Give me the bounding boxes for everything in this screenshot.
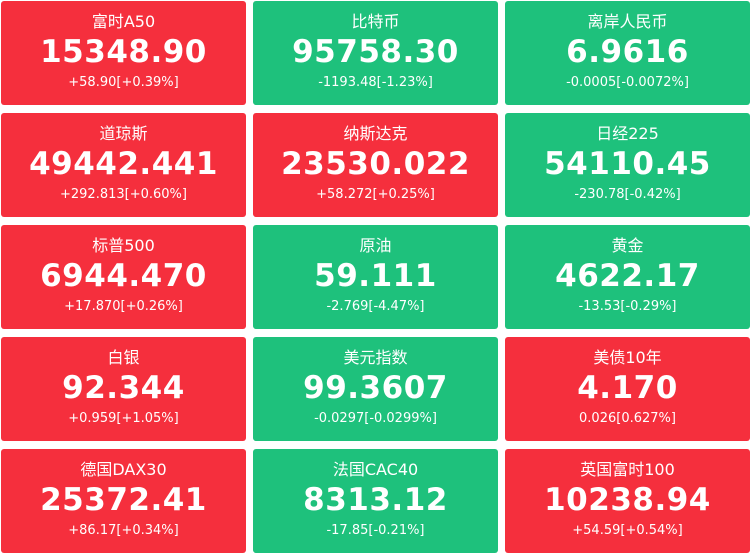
- quote-change: -0.0005[-0.0072%]: [566, 75, 689, 90]
- quote-change: 0.026[0.627%]: [579, 411, 676, 426]
- quote-name: 英国富时100: [580, 460, 675, 479]
- quote-price: 49442.441: [29, 146, 218, 182]
- quote-change: -2.769[-4.47%]: [326, 299, 425, 314]
- quote-tile[interactable]: 美债10年 4.170 0.026[0.627%]: [505, 337, 750, 441]
- quote-name: 美债10年: [593, 348, 662, 367]
- quote-tile[interactable]: 原油 59.111 -2.769[-4.47%]: [253, 225, 498, 329]
- quote-name: 纳斯达克: [343, 124, 408, 143]
- quote-price: 25372.41: [40, 482, 207, 518]
- quote-price: 6.9616: [566, 34, 689, 70]
- quote-name: 法国CAC40: [332, 460, 419, 479]
- quote-change: +292.813[+0.60%]: [60, 187, 187, 202]
- quote-price: 4622.17: [555, 258, 700, 294]
- quote-change: -230.78[-0.42%]: [574, 187, 681, 202]
- quote-tile[interactable]: 德国DAX30 25372.41 +86.17[+0.34%]: [1, 449, 246, 553]
- quote-price: 99.3607: [303, 370, 448, 406]
- quote-price: 59.111: [314, 258, 437, 294]
- quote-tile[interactable]: 法国CAC40 8313.12 -17.85[-0.21%]: [253, 449, 498, 553]
- quote-change: +17.870[+0.26%]: [64, 299, 183, 314]
- quote-change: +0.959[+1.05%]: [68, 411, 179, 426]
- quote-price: 15348.90: [40, 34, 207, 70]
- quote-price: 92.344: [62, 370, 185, 406]
- quote-change: +86.17[+0.34%]: [68, 523, 179, 538]
- quote-change: -13.53[-0.29%]: [578, 299, 677, 314]
- quote-name: 黄金: [611, 236, 644, 255]
- quote-tile[interactable]: 比特币 95758.30 -1193.48[-1.23%]: [253, 1, 498, 105]
- quote-tile[interactable]: 美元指数 99.3607 -0.0297[-0.0299%]: [253, 337, 498, 441]
- quote-tile[interactable]: 黄金 4622.17 -13.53[-0.29%]: [505, 225, 750, 329]
- quote-name: 道琼斯: [99, 124, 148, 143]
- quote-change: +58.90[+0.39%]: [68, 75, 179, 90]
- quote-name: 白银: [107, 348, 140, 367]
- quote-change: -1193.48[-1.23%]: [318, 75, 433, 90]
- quote-tile[interactable]: 离岸人民币 6.9616 -0.0005[-0.0072%]: [505, 1, 750, 105]
- quote-tile[interactable]: 纳斯达克 23530.022 +58.272[+0.25%]: [253, 113, 498, 217]
- quote-name: 富时A50: [91, 12, 156, 31]
- quote-price: 4.170: [577, 370, 678, 406]
- quote-change: -0.0297[-0.0299%]: [314, 411, 437, 426]
- quote-name: 原油: [359, 236, 392, 255]
- quote-price: 10238.94: [544, 482, 711, 518]
- quote-price: 8313.12: [303, 482, 448, 518]
- quote-name: 比特币: [351, 12, 400, 31]
- quote-change: -17.85[-0.21%]: [326, 523, 425, 538]
- quote-tile[interactable]: 道琼斯 49442.441 +292.813[+0.60%]: [1, 113, 246, 217]
- quote-tile[interactable]: 日经225 54110.45 -230.78[-0.42%]: [505, 113, 750, 217]
- quote-price: 54110.45: [544, 146, 711, 182]
- quote-price: 6944.470: [40, 258, 207, 294]
- quote-change: +54.59[+0.54%]: [572, 523, 683, 538]
- quote-name: 标普500: [92, 236, 155, 255]
- quote-tile[interactable]: 富时A50 15348.90 +58.90[+0.39%]: [1, 1, 246, 105]
- quote-name: 德国DAX30: [80, 460, 167, 479]
- quote-tile[interactable]: 英国富时100 10238.94 +54.59[+0.54%]: [505, 449, 750, 553]
- quote-price: 23530.022: [281, 146, 470, 182]
- quote-name: 日经225: [596, 124, 659, 143]
- quote-tile[interactable]: 白银 92.344 +0.959[+1.05%]: [1, 337, 246, 441]
- quote-tile[interactable]: 标普500 6944.470 +17.870[+0.26%]: [1, 225, 246, 329]
- quote-name: 离岸人民币: [587, 12, 668, 31]
- quote-name: 美元指数: [343, 348, 408, 367]
- quote-price: 95758.30: [292, 34, 459, 70]
- quote-change: +58.272[+0.25%]: [316, 187, 435, 202]
